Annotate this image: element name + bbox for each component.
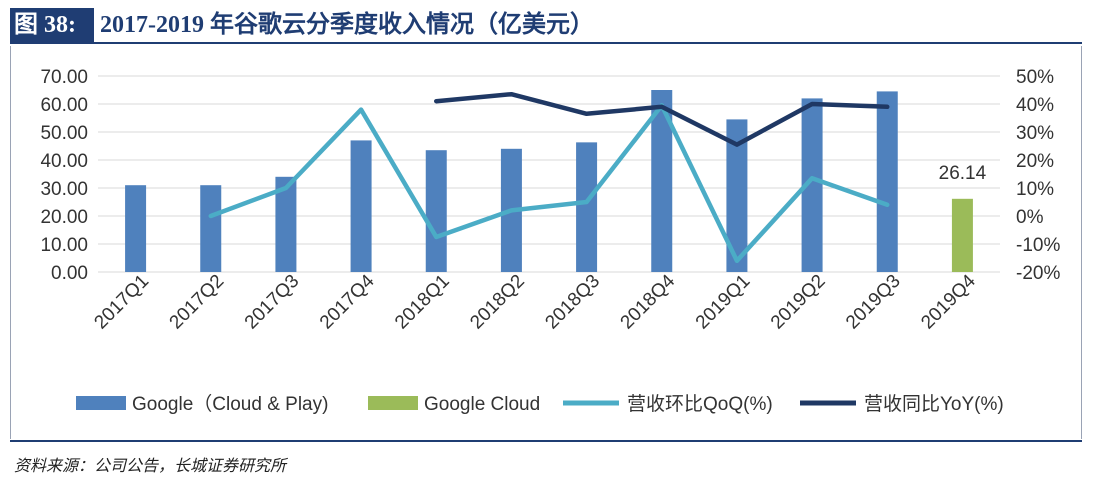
right-tick-label: 10%	[1016, 179, 1054, 200]
right-tick-label: 30%	[1016, 123, 1054, 144]
legend-swatch	[368, 396, 418, 410]
legend-swatch	[76, 396, 126, 410]
category-label: 2017Q2	[166, 271, 229, 334]
data-label: 26.14	[939, 163, 987, 184]
left-tick-label: 20.00	[40, 207, 88, 228]
category-label: 2019Q4	[917, 270, 980, 333]
category-label: 2018Q3	[541, 271, 604, 334]
left-tick-label: 50.00	[40, 123, 88, 144]
legend-label: Google（Cloud & Play)	[132, 393, 328, 415]
bar-google	[801, 98, 823, 273]
category-label: 2018Q2	[466, 271, 529, 334]
category-label: 2017Q1	[90, 271, 153, 334]
left-tick-label: 70.00	[40, 67, 88, 88]
legend-label: Google Cloud	[424, 394, 540, 415]
left-tick-label: 0.00	[51, 263, 88, 284]
bar-google	[726, 119, 748, 273]
right-tick-label: 50%	[1016, 67, 1054, 88]
line-qoq	[208, 103, 890, 264]
line-yoy	[434, 91, 890, 147]
category-label: 2018Q1	[391, 271, 454, 334]
category-label: 2019Q2	[767, 271, 830, 334]
bar-google	[350, 140, 372, 272]
title-rule	[10, 42, 1082, 44]
left-tick-label: 60.00	[40, 95, 88, 116]
bar-google-cloud	[951, 198, 973, 272]
bottom-rule	[10, 440, 1082, 442]
right-tick-label: 40%	[1016, 95, 1054, 116]
bar-google	[200, 185, 222, 272]
bar-google	[275, 176, 297, 272]
source-note: 资料来源：公司公告，长城证券研究所	[14, 458, 287, 475]
category-label: 2019Q3	[842, 271, 905, 334]
right-tick-label: 20%	[1016, 151, 1054, 172]
right-tick-label: 0%	[1016, 207, 1044, 228]
bar-google	[651, 90, 673, 272]
bar-google	[876, 91, 898, 273]
figure-title: 2017-2019 年谷歌云分季度收入情况（亿美元）	[100, 12, 594, 38]
category-label: 2017Q3	[241, 271, 304, 334]
bar-google	[576, 142, 598, 272]
left-tick-label: 40.00	[40, 151, 88, 172]
right-tick-label: -10%	[1016, 235, 1060, 256]
left-tick-label: 10.00	[40, 235, 88, 256]
category-label: 2017Q4	[316, 270, 379, 333]
legend-label: 营收同比YoY(%)	[864, 393, 1004, 415]
category-label: 2018Q4	[617, 270, 680, 333]
legend-label: 营收环比QoQ(%)	[627, 393, 773, 415]
left-tick-label: 30.00	[40, 179, 88, 200]
right-tick-label: -20%	[1016, 263, 1060, 284]
figure-label: 图 38:	[10, 8, 94, 42]
chart-frame	[10, 46, 1082, 439]
category-label: 2019Q1	[692, 271, 755, 334]
bar-google	[125, 185, 147, 272]
bar-google	[425, 150, 447, 272]
